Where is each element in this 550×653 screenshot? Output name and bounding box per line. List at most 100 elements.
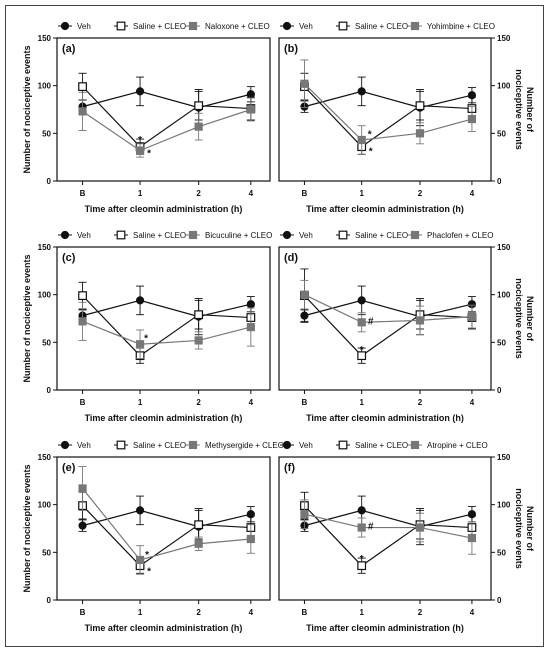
series-yohimbine-cleo <box>300 59 477 155</box>
data-point <box>357 87 366 96</box>
series-line <box>304 299 473 318</box>
chart-panel-f: 0 50 100 150 Number ofnociceptive events B 1 2 4… <box>278 440 535 633</box>
plot-area <box>278 37 492 182</box>
series-line <box>304 83 473 141</box>
x-tick-label: 2 <box>418 189 423 198</box>
series-veh <box>78 285 255 336</box>
x-tick-label: 2 <box>196 608 201 617</box>
series-line <box>82 108 252 152</box>
series-line <box>304 86 472 148</box>
x-tick-label: 2 <box>418 398 423 407</box>
legend-entry: Veh <box>280 440 313 450</box>
series-saline-cleo <box>78 491 256 574</box>
series-line <box>82 488 251 561</box>
legend-marker <box>116 440 126 450</box>
significance-marker: * <box>360 554 364 565</box>
legend-entry: Veh <box>58 440 91 450</box>
data-point <box>135 555 145 565</box>
legend-label: Bicuculine + CLEO <box>205 231 272 240</box>
y-axis-title: Number of nociceptive events <box>22 254 32 382</box>
legend-entry: Veh <box>58 230 91 240</box>
legend-entry: Veh <box>58 21 91 31</box>
x-axis-title: Time after cleomin administration (h) <box>306 204 464 214</box>
series-saline-cleo <box>300 268 477 364</box>
legend-label: Veh <box>77 22 91 31</box>
x-axis-title: Time after cleomin administration (h) <box>306 413 464 423</box>
legend-entry: Saline + CLEO <box>336 440 408 450</box>
data-point <box>135 87 145 96</box>
y-tick-label: 0 <box>47 177 52 186</box>
series-line <box>82 505 251 567</box>
legend-marker <box>282 440 292 450</box>
x-tick-label: 1 <box>138 189 143 198</box>
series-line <box>82 295 251 357</box>
x-tick-label: B <box>302 398 308 407</box>
significance-marker: # <box>368 522 374 533</box>
legend-entry: Saline + CLEO <box>336 230 408 240</box>
data-point <box>78 107 87 116</box>
data-point <box>467 312 477 321</box>
y-tick-label: 150 <box>497 243 511 252</box>
x-tick-label: 4 <box>249 608 254 617</box>
x-tick-label: 1 <box>359 608 364 617</box>
legend-entry: Saline + CLEO <box>114 230 186 240</box>
data-point <box>78 291 87 301</box>
y-tick-label: 50 <box>497 338 506 347</box>
legend-entry: Saline + CLEO <box>336 21 408 31</box>
series-methysergide-cleo <box>78 466 255 575</box>
series-phaclofen-cleo <box>300 279 477 336</box>
legend-marker <box>188 21 198 31</box>
series-veh <box>78 495 255 546</box>
x-tick-label: 4 <box>249 398 254 407</box>
data-point <box>467 114 477 124</box>
x-axis-title: Time after cleomin administration (h) <box>85 623 243 633</box>
series-saline-cleo <box>78 72 256 155</box>
x-tick-label: 1 <box>359 189 364 198</box>
panel-label: (a) <box>62 43 76 55</box>
y-tick-label: 50 <box>497 129 506 138</box>
plot-area <box>56 246 271 391</box>
legend-label: Veh <box>77 441 91 450</box>
panel-label: (f) <box>284 462 295 474</box>
series-line <box>82 86 251 148</box>
figure-frame <box>5 5 544 647</box>
series-naloxone-cleo <box>78 91 255 158</box>
y-axis-title: Number of nociceptive events <box>22 464 32 592</box>
legend-entry: Phaclofen + CLEO <box>408 230 493 240</box>
y-tick-label: 150 <box>497 453 511 462</box>
legend-label: Yohimbine + CLEO <box>427 22 495 31</box>
legend-label: Saline + CLEO <box>133 441 186 450</box>
data-point <box>135 340 145 349</box>
y-tick-label: 50 <box>42 548 51 557</box>
data-point <box>78 484 87 493</box>
legend-label: Veh <box>77 231 91 240</box>
legend-entry: Veh <box>280 21 313 31</box>
y-axis-title: Number ofnociceptive events <box>514 278 535 359</box>
data-point <box>415 316 425 325</box>
data-point <box>300 510 309 519</box>
series-line <box>82 90 251 109</box>
data-point <box>246 534 255 544</box>
y-tick-label: 100 <box>38 82 52 91</box>
series-saline-cleo <box>300 491 477 574</box>
series-veh <box>300 495 477 546</box>
legend-label: Veh <box>299 441 313 450</box>
series-saline-cleo <box>300 72 477 155</box>
series-bicuculine-cleo <box>78 301 255 359</box>
y-tick-label: 100 <box>497 501 511 510</box>
data-point <box>135 146 145 155</box>
legend-label: Atropine + CLEO <box>427 441 488 450</box>
y-tick-label: 0 <box>47 386 52 395</box>
significance-marker: * <box>360 345 364 356</box>
legend-entry: Saline + CLEO <box>114 21 186 31</box>
significance-marker: * <box>147 566 151 577</box>
data-point <box>246 322 255 332</box>
significance-marker: * <box>369 146 373 157</box>
plot-area <box>56 456 271 601</box>
data-point <box>194 539 203 548</box>
data-point <box>357 351 367 361</box>
data-point <box>78 82 87 92</box>
series-atropine-cleo <box>300 499 477 555</box>
chart-panel-b: 0 50 100 150 Number ofnociceptive events B 1 2 4… <box>278 21 535 214</box>
